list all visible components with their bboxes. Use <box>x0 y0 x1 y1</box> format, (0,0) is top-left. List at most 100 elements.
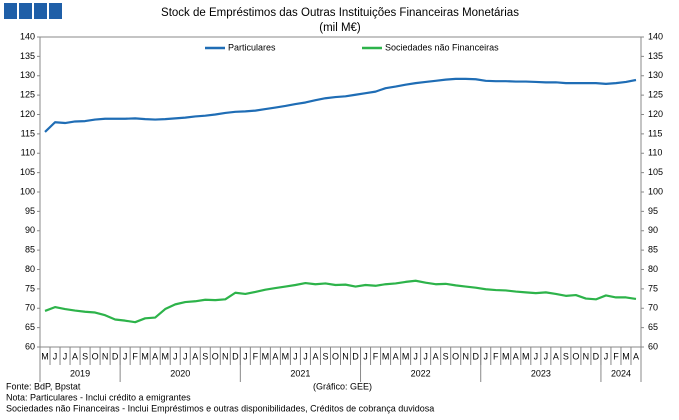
x-tick-label: M <box>141 351 149 361</box>
x-tick-label: A <box>513 351 519 361</box>
x-tick-label: J <box>63 351 68 361</box>
logo-square <box>4 3 17 19</box>
logo <box>4 3 62 19</box>
y-tick-label: 130 <box>20 70 35 80</box>
y2-tick-label: 95 <box>648 206 658 216</box>
x-tick-label: D <box>593 351 600 361</box>
x-tick-label: J <box>173 351 178 361</box>
x-tick-label: A <box>192 351 198 361</box>
x-tick-label: A <box>633 351 639 361</box>
y-tick-label: 95 <box>25 206 35 216</box>
note: Nota: Particulares - Inclui crédito a em… <box>6 392 191 402</box>
y2-tick-label: 75 <box>648 283 658 293</box>
y-tick-label: 100 <box>20 186 35 196</box>
y-tick-label: 125 <box>20 90 35 100</box>
y2-tick-label: 110 <box>648 148 662 158</box>
x-tick-label: J <box>544 351 549 361</box>
x-tick-label: J <box>53 351 58 361</box>
x-tick-label: S <box>563 351 569 361</box>
x-tick-label: M <box>41 351 49 361</box>
x-tick-label: M <box>382 351 390 361</box>
x-tick-label: M <box>622 351 630 361</box>
x-tick-label: J <box>243 351 248 361</box>
x-tick-label: N <box>222 351 229 361</box>
x-tick-label: F <box>132 351 138 361</box>
x-tick-label: A <box>272 351 278 361</box>
x-tick-label: J <box>123 351 128 361</box>
x-tick-label: N <box>342 351 349 361</box>
x-tick-label: F <box>373 351 379 361</box>
y2-tick-label: 80 <box>648 264 658 274</box>
source: Fonte: BdP, Bpstat <box>6 381 81 391</box>
legend-label: Sociedades não Financeiras <box>385 42 499 52</box>
y-tick-label: 85 <box>25 245 35 255</box>
y2-tick-label: 85 <box>648 245 658 255</box>
y-tick-label: 110 <box>21 148 35 158</box>
x-tick-label: F <box>613 351 619 361</box>
logo-square <box>49 3 62 19</box>
x-tick-label: N <box>583 351 590 361</box>
y2-tick-label: 115 <box>648 128 662 138</box>
y-tick-label: 60 <box>25 341 35 351</box>
x-tick-label: J <box>483 351 488 361</box>
x-tick-label: J <box>423 351 428 361</box>
x-tick-label: S <box>443 351 449 361</box>
plot-frame <box>39 36 642 348</box>
x-tick-label: J <box>363 351 368 361</box>
y2-tick-label: 140 <box>648 31 663 41</box>
y2-tick-label: 70 <box>648 303 658 313</box>
x-tick-label: J <box>413 351 418 361</box>
y2-tick-label: 100 <box>648 186 663 196</box>
y2-tick-label: 105 <box>648 167 663 177</box>
x-tick-label: S <box>202 351 208 361</box>
y2-tick-label: 120 <box>648 109 663 119</box>
note: Sociedades não Financeiras - Inclui Empr… <box>6 403 434 413</box>
x-tick-label: M <box>282 351 290 361</box>
x-tick-label: F <box>253 351 259 361</box>
x-tick-label: A <box>312 351 318 361</box>
y2-tick-label: 60 <box>648 341 658 351</box>
x-tick-label: S <box>82 351 88 361</box>
y-tick-label: 65 <box>25 322 35 332</box>
legend-label: Particulares <box>228 42 276 52</box>
x-tick-label: A <box>393 351 399 361</box>
y2-tick-label: 90 <box>648 225 658 235</box>
year-label: 2022 <box>411 368 431 378</box>
year-label: 2020 <box>170 368 190 378</box>
x-tick-label: J <box>183 351 188 361</box>
logo-square <box>34 3 47 19</box>
x-tick-label: J <box>293 351 298 361</box>
series-line <box>44 279 637 324</box>
y-tick-label: 70 <box>25 303 35 313</box>
logo-square <box>19 3 32 19</box>
y-tick-label: 135 <box>20 51 35 61</box>
x-tick-label: A <box>152 351 158 361</box>
x-tick-label: J <box>303 351 308 361</box>
credit: (Gráfico: GEE) <box>313 381 372 391</box>
x-tick-label: M <box>161 351 169 361</box>
y-tick-label: 75 <box>25 283 35 293</box>
x-tick-label: M <box>402 351 410 361</box>
y2-tick-label: 125 <box>648 90 663 100</box>
x-tick-label: D <box>352 351 359 361</box>
x-tick-label: M <box>502 351 510 361</box>
x-tick-label: N <box>462 351 469 361</box>
x-tick-label: J <box>534 351 539 361</box>
x-tick-label: D <box>472 351 479 361</box>
x-tick-label: F <box>493 351 499 361</box>
x-tick-label: A <box>433 351 439 361</box>
x-tick-label: O <box>332 351 339 361</box>
x-tick-label: O <box>452 351 459 361</box>
y-tick-label: 120 <box>20 109 35 119</box>
y-tick-label: 115 <box>21 128 35 138</box>
x-tick-label: D <box>112 351 119 361</box>
x-tick-label: D <box>232 351 239 361</box>
x-tick-label: M <box>522 351 530 361</box>
x-tick-label: O <box>212 351 219 361</box>
y-tick-label: 90 <box>25 225 35 235</box>
x-tick-label: N <box>102 351 109 361</box>
x-tick-label: A <box>72 351 78 361</box>
y2-tick-label: 65 <box>648 322 658 332</box>
y-tick-label: 80 <box>25 264 35 274</box>
